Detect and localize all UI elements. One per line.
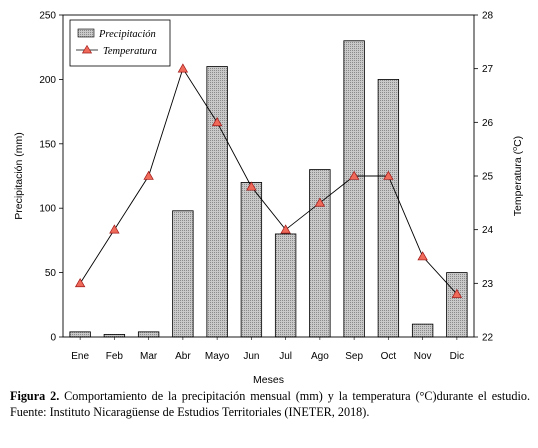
temperature-marker-jul [280, 224, 291, 234]
x-tick-label: Nov [414, 351, 432, 362]
right-tick-label: 26 [482, 118, 494, 129]
temperature-polyline [79, 67, 458, 295]
right-axis-title: Temperatura (oC) [512, 136, 524, 216]
temperature-marker-feb [109, 224, 120, 234]
legend-bar-swatch [77, 28, 95, 38]
temperature-marker-dic [451, 288, 463, 298]
legend-precipitation-label: Precipitación [98, 29, 156, 40]
axes: 0 50 100 150 200 250 22 23 24 25 26 27 28 Ene Feb Mar Ab… [13, 11, 524, 387]
right-axis-title-main: Temperatura ( [512, 150, 524, 216]
left-axis-title: Precipitación (mm) [13, 132, 25, 220]
left-tick-label: 250 [39, 11, 56, 22]
legend-temperature-label: Temperatura [103, 46, 157, 57]
temperature-marker-jun [246, 181, 257, 191]
x-tick-label: Feb [106, 351, 124, 362]
x-tick-label: Abr [175, 351, 191, 362]
right-tick-label: 25 [482, 172, 494, 183]
x-tick-label: Mar [140, 351, 158, 362]
precipitation-bars [69, 40, 468, 338]
right-tick-label: 23 [482, 279, 494, 290]
right-tick-label: 24 [482, 225, 494, 236]
x-axis-title: Meses [253, 374, 284, 386]
combo-chart: 0 50 100 150 200 250 22 23 24 25 26 27 28 Ene Feb Mar Ab… [13, 11, 524, 387]
right-tick-label: 22 [482, 333, 494, 344]
temperature-marker-sep [348, 170, 360, 180]
left-tick-label: 150 [39, 139, 56, 150]
chart-figure: 0 50 100 150 200 250 22 23 24 25 26 27 28 Ene Feb Mar Ab… [13, 11, 524, 387]
x-tick-label: Jun [243, 351, 259, 362]
temperature-marker-mayo [211, 117, 223, 127]
temperature-marker-oct [383, 170, 394, 180]
right-tick-label: 27 [482, 64, 494, 75]
temperature-marker-abr [177, 63, 189, 73]
x-tick-label: Oct [381, 351, 397, 362]
x-tick-label: Jul [279, 351, 292, 362]
bar-ago [309, 169, 331, 338]
bar-sep [343, 40, 365, 338]
x-tick-label: Ene [71, 351, 89, 362]
right-axis-title-degree: o [512, 147, 519, 151]
left-tick-label: 50 [45, 268, 57, 279]
x-tick-label: Dic [450, 351, 464, 362]
left-tick-label: 200 [39, 75, 56, 86]
right-tick-label: 28 [482, 11, 494, 22]
bar-abr [172, 210, 194, 338]
caption-text: Comportamiento de la precipitación mensu… [10, 389, 530, 420]
legend-box [69, 19, 171, 67]
legend: Precipitación Temperatura [69, 19, 171, 67]
temperature-marker-ene [74, 278, 86, 288]
bar-oct [377, 79, 400, 338]
temperature-marker-ago [314, 197, 326, 207]
temperature-marker-nov [417, 251, 428, 261]
left-tick-label: 100 [39, 204, 56, 215]
legend-marker-swatch [81, 44, 93, 54]
bar-mayo [206, 66, 228, 338]
left-tick-label: 0 [50, 333, 56, 344]
figure-caption: Figura 2. Comportamiento de la precipita… [10, 388, 530, 421]
x-tick-label: Ago [311, 351, 329, 362]
x-tick-label: Mayo [205, 351, 230, 362]
bar-nov [411, 323, 434, 338]
x-tick-label: Sep [345, 351, 363, 362]
temperature-line [74, 63, 463, 298]
caption-label: Figura 2. [10, 389, 60, 403]
right-axis-title-unit: C) [512, 136, 524, 147]
temperature-marker-mar [143, 170, 154, 180]
bar-dic [446, 272, 468, 338]
bar-jun [240, 182, 263, 338]
bar-jul [274, 233, 297, 338]
bar-ene [69, 331, 91, 338]
bar-mar [137, 331, 160, 338]
